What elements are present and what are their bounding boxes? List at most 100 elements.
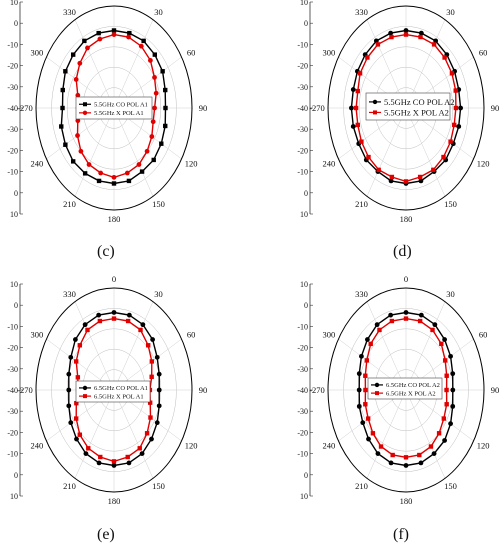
series-point-0 <box>74 436 79 442</box>
series-point-0 <box>72 337 78 342</box>
legend-marker <box>372 99 378 105</box>
series-point-0 <box>450 371 456 377</box>
series-point-1 <box>148 57 153 63</box>
series-point-1 <box>97 318 103 324</box>
series-point-0 <box>432 322 438 328</box>
series-point-1 <box>147 400 153 405</box>
series-point-0 <box>374 322 380 328</box>
series-point-1 <box>389 174 395 180</box>
legend-label: 6.5GHz X POL A1 <box>94 393 144 400</box>
legend-marker <box>82 110 88 116</box>
grid-spoke <box>74 301 115 391</box>
radial-tick-label: -20 <box>297 344 308 353</box>
radial-tick-label: -30 <box>297 125 308 134</box>
series-point-0 <box>111 181 117 186</box>
series-point-0 <box>126 312 132 318</box>
angle-tick-label: 120 <box>185 441 198 451</box>
radial-tick-label: -30 <box>7 365 18 374</box>
series-point-0 <box>388 460 394 466</box>
series-point-0 <box>350 87 356 92</box>
angle-tick-label: -270 <box>17 103 33 113</box>
radial-tick-label: 10 <box>10 492 18 501</box>
series-point-0 <box>150 337 156 342</box>
radial-tick-label: -10 <box>297 40 308 49</box>
grid-spoke <box>113 107 154 197</box>
series-point-1 <box>144 148 150 154</box>
angle-tick-label: 150 <box>444 199 457 209</box>
legend-box <box>75 380 151 403</box>
series-point-0 <box>60 87 65 93</box>
series-point-0 <box>70 52 76 57</box>
series-point-0 <box>356 403 362 409</box>
angle-tick-label: 120 <box>185 159 198 169</box>
legend-label: 5.5GHz X POL A1 <box>94 110 144 117</box>
angle-tick-label: 240 <box>31 159 44 169</box>
series-point-1 <box>150 119 156 125</box>
outer-boundary <box>35 5 193 211</box>
series-point-0 <box>163 87 168 93</box>
series-point-1 <box>355 122 360 128</box>
angle-tick-label: 150 <box>152 481 165 491</box>
legend: 6.5GHz CO POL A26.5GHz X POL A2 <box>367 377 443 400</box>
series-point-1 <box>376 167 381 173</box>
panel-label-c: (c) <box>97 243 115 260</box>
series-point-1 <box>444 387 449 393</box>
legend-box <box>367 377 443 400</box>
series-point-1 <box>364 358 370 363</box>
series-point-0 <box>418 460 424 466</box>
series-point-0 <box>59 124 64 129</box>
series-point-1 <box>453 88 458 93</box>
series-point-0 <box>70 159 76 164</box>
series-point-1 <box>73 359 79 364</box>
radial-tick-label: 0 <box>304 471 308 480</box>
series-point-1 <box>75 375 81 380</box>
angle-tick-label: 30 <box>446 289 455 299</box>
polar-chart-f: 10 0 -10 -20 -30 -40 -30 -20 -10 0 10 0 30 60 90 120 150… <box>297 274 499 506</box>
angle-tick-label: 30 <box>154 289 163 299</box>
series-point-0 <box>349 105 354 111</box>
angle-tick-label: 300 <box>323 48 336 58</box>
angle-tick-label: 210 <box>63 199 76 209</box>
angle-tick-label: 180 <box>108 214 121 224</box>
series-point-0 <box>126 178 132 184</box>
series-point-1 <box>111 32 117 37</box>
series-point-0 <box>96 30 101 36</box>
legend-marker <box>373 110 377 115</box>
legend-marker <box>375 391 379 396</box>
grid-spoke <box>405 107 446 197</box>
series-point-0 <box>418 312 424 318</box>
radial-tick-label: -30 <box>297 365 308 374</box>
angle-tick-label: 120 <box>477 159 490 169</box>
angle-tick-label: 60 <box>479 330 488 340</box>
series-point-0 <box>364 337 370 342</box>
series-point-1 <box>86 162 92 167</box>
series-point-1 <box>442 358 448 363</box>
series-point-1 <box>390 452 395 458</box>
angle-tick-label: 120 <box>477 441 490 451</box>
series-point-0 <box>450 403 456 409</box>
series-point-0 <box>82 38 87 44</box>
series-point-1 <box>418 34 423 40</box>
grid-spoke <box>366 301 407 391</box>
grid-spoke <box>366 107 407 197</box>
series-point-1 <box>137 446 142 451</box>
angle-tick-label: 60 <box>479 48 488 58</box>
radial-tick-label: 0 <box>14 19 18 28</box>
series-point-1 <box>389 318 395 324</box>
radial-tick-label: -20 <box>7 428 18 437</box>
radial-tick-label: -20 <box>297 428 308 437</box>
series-point-1 <box>417 174 423 180</box>
legend-label: 6.5GHz CO POL A2 <box>386 382 440 389</box>
series-point-1 <box>152 75 157 80</box>
series-point-1 <box>403 316 409 321</box>
angle-tick-label: 0 <box>404 274 408 284</box>
series-point-0 <box>111 463 117 468</box>
series-point-1 <box>368 341 373 347</box>
series-point-0 <box>68 354 74 360</box>
angle-tick-label: 90 <box>491 385 500 395</box>
angle-tick-label: 210 <box>63 481 76 491</box>
radial-tick-label: 0 <box>304 19 308 28</box>
legend-box <box>75 96 153 120</box>
series-point-0 <box>152 52 158 57</box>
series-point-1 <box>75 92 81 98</box>
